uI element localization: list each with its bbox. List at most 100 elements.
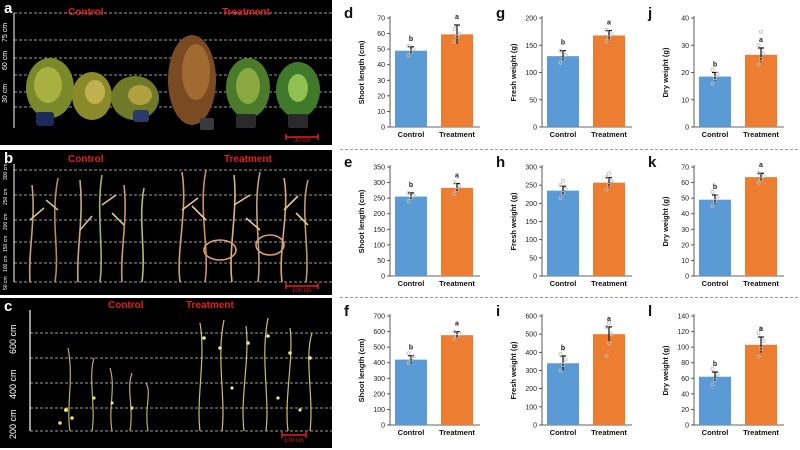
- y-tick-label: 200: [525, 201, 537, 208]
- y-tick-label: 0: [381, 423, 385, 430]
- panel-letter: f: [344, 303, 350, 320]
- data-point: [759, 346, 764, 351]
- bar-treatment: [745, 177, 777, 276]
- significance-letter: b: [561, 40, 565, 47]
- data-point: [406, 199, 411, 204]
- bar-control: [699, 76, 731, 127]
- bar-chart-svg: g 0 50 100 150 200 Fresh weight (g) b Control a Tr…: [496, 5, 632, 139]
- bar-control: [547, 56, 579, 127]
- bar-control: [395, 50, 427, 128]
- data-point: [607, 35, 612, 40]
- panel-letter: d: [344, 5, 353, 22]
- bar-treatment: [593, 182, 625, 276]
- data-point: [607, 171, 612, 176]
- data-point: [713, 199, 718, 204]
- data-point: [406, 351, 411, 356]
- chart-panel-g: g 0 50 100 150 200 Fresh weight (g) b Control a Tr…: [492, 2, 642, 147]
- x-category-label: Treatment: [439, 130, 475, 139]
- data-point: [455, 334, 460, 339]
- y-tick-label: 20: [681, 70, 689, 77]
- bar-treatment: [593, 35, 625, 127]
- data-point: [558, 48, 563, 53]
- y-tick-label: 120: [677, 329, 689, 336]
- data-point: [411, 354, 416, 359]
- data-point: [715, 71, 720, 76]
- y-tick-label: 30: [681, 227, 689, 234]
- y-tick-label: 70: [377, 16, 385, 23]
- data-point: [452, 336, 457, 341]
- x-category-label: Control: [550, 279, 577, 288]
- y-tick-label: 0: [533, 274, 537, 281]
- data-point: [759, 177, 764, 182]
- y-tick-label: 70: [681, 165, 689, 172]
- chart-panel-e: e 0 50 100 150 200 250 300 350 Shoot length (cm) b…: [340, 151, 490, 296]
- data-point: [604, 38, 609, 43]
- height-label: 30 cm: [2, 83, 9, 103]
- significance-letter: a: [759, 37, 763, 44]
- data-point: [452, 191, 457, 196]
- y-axis-label: Fresh weight (g): [509, 192, 518, 250]
- x-category-label: Control: [702, 279, 729, 288]
- data-point: [715, 372, 720, 377]
- height-label: 50 cm: [3, 276, 9, 290]
- significance-letter: b: [561, 345, 565, 352]
- data-point: [406, 191, 411, 196]
- data-point: [452, 329, 457, 334]
- data-point: [756, 354, 761, 359]
- y-tick-label: 20: [681, 242, 689, 249]
- data-point: [609, 32, 614, 37]
- y-tick-label: 600: [373, 329, 385, 336]
- bar-chart-svg: d 0 10 20 30 40 50 60 70 Shoot length (cm) b Contro…: [344, 5, 480, 139]
- y-axis-label: Dry weight (g): [661, 47, 670, 98]
- x-category-label: Treatment: [439, 279, 475, 288]
- data-point: [563, 53, 568, 58]
- data-point: [710, 189, 715, 194]
- data-point: [713, 377, 718, 382]
- data-point: [710, 203, 715, 208]
- y-tick-label: 150: [525, 219, 537, 226]
- y-tick-label: 100: [525, 237, 537, 244]
- data-point: [710, 67, 715, 72]
- bar-treatment: [593, 334, 625, 425]
- height-label: 600 cm: [8, 324, 18, 354]
- data-point: [406, 53, 411, 58]
- y-tick-label: 600: [525, 314, 537, 321]
- data-point: [455, 188, 460, 193]
- data-point: [756, 62, 761, 67]
- y-tick-label: 0: [685, 274, 689, 281]
- data-point: [607, 341, 612, 346]
- plant-photo-c: [29, 310, 332, 438]
- y-tick-label: 40: [681, 391, 689, 398]
- data-point: [604, 353, 609, 358]
- y-tick-label: 20: [681, 407, 689, 414]
- control-flowers-c: [58, 396, 134, 425]
- chart-panel-j: j 0 10 20 30 40 Dry weight (g) b Control a Treatme…: [644, 2, 794, 147]
- y-tick-label: 0: [381, 125, 385, 132]
- y-tick-label: 60: [681, 376, 689, 383]
- y-tick-label: 100: [373, 242, 385, 249]
- data-point: [455, 34, 460, 39]
- x-category-label: Control: [702, 428, 729, 437]
- y-tick-label: 140: [677, 314, 689, 321]
- x-category-label: Control: [550, 130, 577, 139]
- bar-control: [395, 196, 427, 276]
- bar-control: [699, 376, 731, 425]
- data-point: [452, 180, 457, 185]
- x-category-label: Control: [398, 130, 425, 139]
- y-tick-label: 200: [525, 386, 537, 393]
- height-label: 250 cm: [3, 188, 9, 205]
- control-label: Control: [68, 7, 104, 18]
- panel-letter: l: [648, 303, 652, 320]
- data-point: [604, 324, 609, 329]
- treatment-label: Treatment: [186, 300, 234, 311]
- height-label: 200 cm: [8, 409, 18, 439]
- bar-chart-svg: f 0 100 200 300 400 500 600 700 Shoot length (cm)…: [344, 303, 480, 437]
- scale-bar-label: 100 cm: [292, 288, 312, 294]
- row-separator: [340, 297, 798, 298]
- y-axis-label: Fresh weight (g): [509, 43, 518, 101]
- data-point: [452, 39, 457, 44]
- panel-letter: i: [496, 303, 500, 320]
- y-tick-label: 400: [373, 360, 385, 367]
- control-plants-c: [67, 347, 149, 432]
- data-point: [715, 194, 720, 199]
